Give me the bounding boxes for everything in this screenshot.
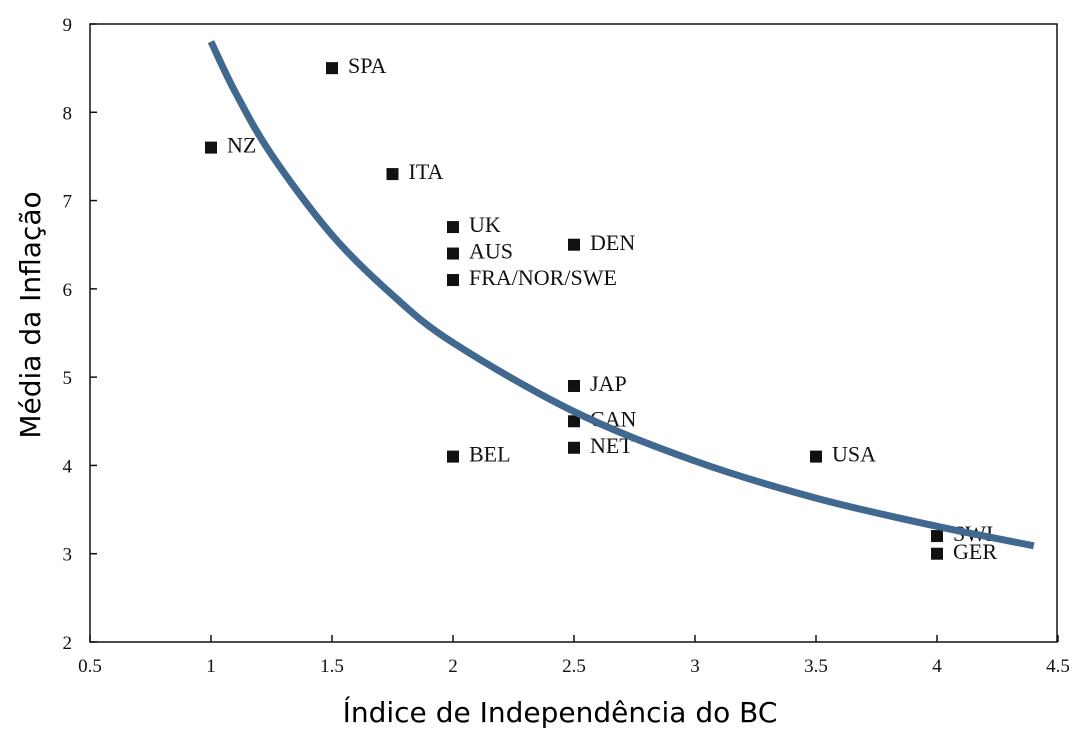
point bbox=[931, 530, 943, 543]
x-tick-label: 2.5 bbox=[562, 656, 586, 677]
x-tick-label: 4 bbox=[932, 656, 942, 677]
point bbox=[568, 415, 580, 428]
x-tick-label: 1 bbox=[206, 656, 216, 677]
x-tick-label: 1.5 bbox=[320, 656, 344, 677]
x-tick-label: 3.5 bbox=[804, 656, 828, 677]
point bbox=[386, 168, 399, 181]
y-tick-label: 7 bbox=[63, 192, 73, 213]
point-label: SPA bbox=[348, 53, 386, 78]
point bbox=[568, 379, 580, 392]
x-tick-label: 2 bbox=[448, 656, 458, 677]
y-tick-label: 8 bbox=[63, 103, 73, 124]
point bbox=[447, 450, 459, 463]
y-tick-label: 4 bbox=[63, 456, 73, 477]
x-tick-label: 0.5 bbox=[78, 656, 102, 677]
point bbox=[205, 141, 217, 154]
point-label: FRA/NOR/SWE bbox=[469, 265, 617, 290]
point bbox=[447, 274, 459, 287]
y-tick-label: 5 bbox=[63, 368, 73, 389]
y-tick-label: 2 bbox=[63, 633, 73, 654]
point-label: AUS bbox=[469, 239, 513, 264]
point bbox=[568, 441, 580, 454]
point-label: ITA bbox=[409, 159, 444, 184]
point-label: DEN bbox=[590, 230, 635, 255]
x-tick-label: 4.5 bbox=[1046, 656, 1070, 677]
point-label: UK bbox=[469, 212, 501, 237]
point bbox=[810, 450, 822, 463]
point-label: NZ bbox=[227, 133, 256, 158]
point-label: BEL bbox=[469, 442, 511, 467]
y-tick-label: 6 bbox=[63, 280, 73, 301]
y-axis-title: Média da Inflação bbox=[14, 191, 47, 438]
point-label: USA bbox=[832, 442, 876, 467]
x-tick-label: 3 bbox=[690, 656, 700, 677]
y-tick-label: 3 bbox=[63, 545, 73, 566]
point bbox=[447, 221, 459, 234]
x-axis-title: Índice de Independência do BC bbox=[343, 695, 778, 729]
y-tick-label: 9 bbox=[63, 15, 73, 36]
point-label: JAP bbox=[590, 371, 627, 396]
point bbox=[326, 62, 338, 75]
point bbox=[568, 238, 580, 251]
point bbox=[931, 547, 943, 560]
point bbox=[447, 247, 459, 260]
point-label: GER bbox=[953, 539, 997, 564]
plot-frame bbox=[89, 23, 1058, 643]
fit-curve bbox=[207, 40, 1035, 550]
